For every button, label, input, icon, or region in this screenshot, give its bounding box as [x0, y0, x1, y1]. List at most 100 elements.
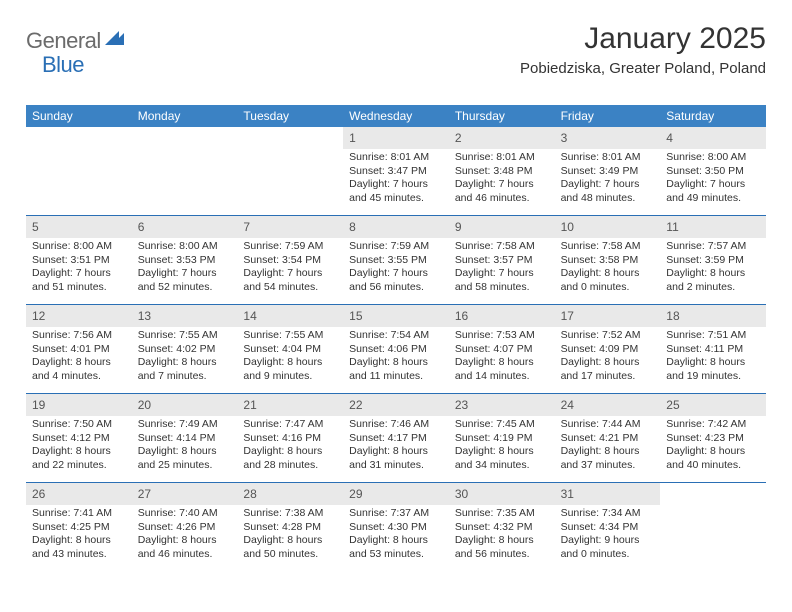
day-number: 13 [138, 309, 151, 323]
day-number: 16 [455, 309, 468, 323]
day-cell: 1Sunrise: 8:01 AMSunset: 3:47 PMDaylight… [343, 127, 449, 215]
day-header-cell: Friday [555, 105, 661, 127]
day-number: 30 [455, 487, 468, 501]
day-cell: 16Sunrise: 7:53 AMSunset: 4:07 PMDayligh… [449, 305, 555, 393]
day-number: 10 [561, 220, 574, 234]
day-number: 31 [561, 487, 574, 501]
day-info: Sunrise: 7:37 AMSunset: 4:30 PMDaylight:… [349, 507, 443, 562]
day-number-row: 13 [132, 305, 238, 327]
day-info: Sunrise: 7:58 AMSunset: 3:57 PMDaylight:… [455, 240, 549, 295]
day-number-row: 17 [555, 305, 661, 327]
day-number-row: 5 [26, 216, 132, 238]
day-cell: 22 Sunrise: 7:46 AMSunset: 4:17 PMDayligh… [343, 394, 449, 482]
day-info: Sunrise: 7:57 AMSunset: 3:59 PMDaylight:… [666, 240, 760, 295]
day-info: Sunrise: 7:55 AMSunset: 4:04 PMDaylight:… [243, 329, 337, 384]
day-number: 21 [243, 398, 256, 412]
day-number: 8 [349, 220, 356, 234]
day-info: Sunrise: 7:59 AMSunset: 3:54 PMDaylight:… [243, 240, 337, 295]
day-number-row: 3 [555, 127, 661, 149]
day-number: 3 [561, 131, 568, 145]
day-cell: 13 Sunrise: 7:55 AMSunset: 4:02 PMDayligh… [132, 305, 238, 393]
day-info: Sunrise: 7:47 AMSunset: 4:16 PMDaylight:… [243, 418, 337, 473]
day-number-row: 9 [449, 216, 555, 238]
day-cell: 9Sunrise: 7:58 AMSunset: 3:57 PMDaylight… [449, 216, 555, 304]
day-number: 7 [243, 220, 250, 234]
day-number-row: 25 [660, 394, 766, 416]
location-text: Pobiedziska, Greater Poland, Poland [520, 60, 766, 77]
day-header-row: SundayMondayTuesdayWednesdayThursdayFrid… [26, 105, 766, 127]
title-block: January 2025 Pobiedziska, Greater Poland… [520, 22, 766, 77]
day-info: Sunrise: 7:41 AMSunset: 4:25 PMDaylight:… [32, 507, 126, 562]
day-number: 22 [349, 398, 362, 412]
day-number: 4 [666, 131, 673, 145]
day-number-row: 27 [132, 483, 238, 505]
day-info: Sunrise: 7:46 AMSunset: 4:17 PMDaylight:… [349, 418, 443, 473]
day-number: 2 [455, 131, 462, 145]
day-cell: 24Sunrise: 7:44 AMSunset: 4:21 PMDayligh… [555, 394, 661, 482]
day-header-cell: Tuesday [237, 105, 343, 127]
day-header-cell: Thursday [449, 105, 555, 127]
day-number: 11 [666, 220, 678, 234]
day-number: 27 [138, 487, 151, 501]
day-cell: 17 Sunrise: 7:52 AMSunset: 4:09 PMDayligh… [555, 305, 661, 393]
day-number: 20 [138, 398, 151, 412]
month-title: January 2025 [520, 22, 766, 56]
day-cell: 10Sunrise: 7:58 AMSunset: 3:58 PMDayligh… [555, 216, 661, 304]
day-number: 23 [455, 398, 468, 412]
day-number-row: 23 [449, 394, 555, 416]
day-number-row: 12 [26, 305, 132, 327]
day-info: Sunrise: 7:54 AMSunset: 4:06 PMDaylight:… [349, 329, 443, 384]
day-number: 19 [32, 398, 45, 412]
day-cell: 28Sunrise: 7:38 AMSunset: 4:28 PMDayligh… [237, 483, 343, 571]
day-number-row: 31 [555, 483, 661, 505]
day-header-cell: Sunday [26, 105, 132, 127]
day-number: 14 [243, 309, 256, 323]
day-info: Sunrise: 7:55 AMSunset: 4:02 PMDaylight:… [138, 329, 232, 384]
day-number-row: 20 [132, 394, 238, 416]
day-info: Sunrise: 7:59 AMSunset: 3:55 PMDaylight:… [349, 240, 443, 295]
week-row: 1Sunrise: 8:01 AMSunset: 3:47 PMDaylight… [26, 127, 766, 216]
day-cell: 25Sunrise: 7:42 AMSunset: 4:23 PMDayligh… [660, 394, 766, 482]
day-cell: 26 Sunrise: 7:41 AMSunset: 4:25 PMDayligh… [26, 483, 132, 571]
page-root: General January 2025 Pobiedziska, Greate… [0, 0, 792, 591]
day-info: Sunrise: 7:56 AMSunset: 4:01 PMDaylight:… [32, 329, 126, 384]
day-info: Sunrise: 7:52 AMSunset: 4:09 PMDaylight:… [561, 329, 655, 384]
day-info: Sunrise: 8:01 AMSunset: 3:47 PMDaylight:… [349, 151, 443, 206]
day-cell: 7 Sunrise: 7:59 AMSunset: 3:54 PMDaylight… [237, 216, 343, 304]
day-cell: 14 Sunrise: 7:55 AMSunset: 4:04 PMDayligh… [237, 305, 343, 393]
day-number-row: 18 [660, 305, 766, 327]
week-row: 5Sunrise: 8:00 AMSunset: 3:51 PMDaylight… [26, 216, 766, 305]
day-number: 6 [138, 220, 145, 234]
week-row: 19Sunrise: 7:50 AMSunset: 4:12 PMDayligh… [26, 394, 766, 483]
day-number-row: 2 [449, 127, 555, 149]
day-cell: 2 Sunrise: 8:01 AMSunset: 3:48 PMDaylight… [449, 127, 555, 215]
day-number-row: 24 [555, 394, 661, 416]
day-header-cell: Saturday [660, 105, 766, 127]
day-number-row: 14 [237, 305, 343, 327]
day-number-row: 26 [26, 483, 132, 505]
day-number: 26 [32, 487, 45, 501]
day-number: 18 [666, 309, 679, 323]
week-row: 26 Sunrise: 7:41 AMSunset: 4:25 PMDayligh… [26, 483, 766, 571]
day-number: 25 [666, 398, 679, 412]
day-info: Sunrise: 8:00 AMSunset: 3:50 PMDaylight:… [666, 151, 760, 206]
day-cell [237, 127, 343, 215]
logo-text-blue: Blue [42, 52, 84, 77]
day-cell: 5Sunrise: 8:00 AMSunset: 3:51 PMDaylight… [26, 216, 132, 304]
day-number-row: 21 [237, 394, 343, 416]
day-cell [660, 483, 766, 571]
day-number: 28 [243, 487, 256, 501]
day-info: Sunrise: 7:51 AMSunset: 4:11 PMDaylight:… [666, 329, 760, 384]
day-number-row: 8 [343, 216, 449, 238]
day-cell: 27Sunrise: 7:40 AMSunset: 4:26 PMDayligh… [132, 483, 238, 571]
day-number-row: 28 [237, 483, 343, 505]
weeks-container: 1Sunrise: 8:01 AMSunset: 3:47 PMDaylight… [26, 127, 766, 571]
day-number-row: 30 [449, 483, 555, 505]
day-number: 17 [561, 309, 574, 323]
day-cell [26, 127, 132, 215]
day-cell: 30Sunrise: 7:35 AMSunset: 4:32 PMDayligh… [449, 483, 555, 571]
day-cell [132, 127, 238, 215]
day-number-row: 10 [555, 216, 661, 238]
day-number-row: 6 [132, 216, 238, 238]
day-info: Sunrise: 8:01 AMSunset: 3:48 PMDaylight:… [455, 151, 549, 206]
